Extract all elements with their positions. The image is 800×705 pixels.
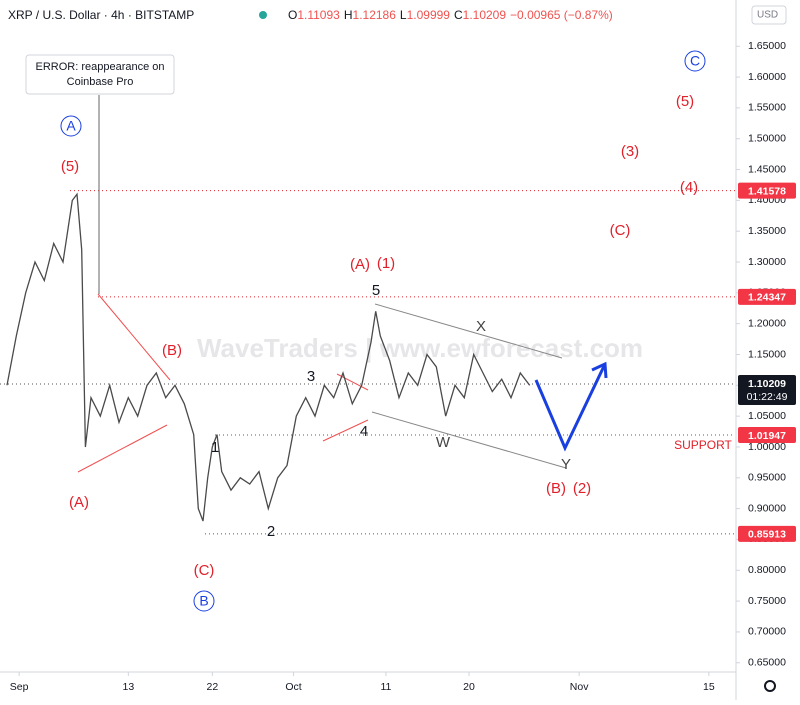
wave-label: 1 (211, 439, 219, 456)
x-tick-label: 15 (703, 681, 715, 693)
y-tick-label: 1.60000 (748, 71, 786, 83)
wave-label: B (199, 593, 208, 609)
y-tick-label: 1.65000 (748, 40, 786, 52)
wave-label: (1) (377, 255, 395, 272)
x-tick-label: Sep (10, 681, 29, 693)
chart-title: XRP / U.S. Dollar · 4h · BITSTAMP (8, 8, 194, 22)
x-tick-label: 13 (122, 681, 134, 693)
x-tick-label: Nov (570, 681, 589, 693)
wave-label: Y (561, 456, 571, 473)
wave-label: (A) (69, 494, 89, 511)
projection-arrowhead (591, 361, 608, 379)
wave-labels: (5) A (A) (B) 1 2 (C) B 3 4 5 (A) (1) X … (60, 50, 733, 612)
y-tick-label: 1.30000 (748, 256, 786, 268)
currency[interactable]: USD (757, 10, 778, 21)
wave-circle (684, 50, 706, 72)
x-tick-label: 20 (463, 681, 475, 693)
level-label: 0.85913 (748, 529, 786, 541)
currency-button[interactable] (751, 5, 787, 25)
y-tick-label: 0.95000 (748, 472, 786, 484)
countdown: 01:22:49 (747, 391, 788, 403)
wave-label: C (690, 53, 700, 69)
callout-box (25, 54, 175, 95)
wave-label: 4 (360, 423, 368, 440)
wave-circle (193, 590, 215, 612)
y-tick-label: 1.45000 (748, 163, 786, 175)
wave-label: (5) (676, 93, 694, 110)
level-label: 1.24347 (748, 292, 786, 304)
ohlc-field: 1.10209 (463, 8, 507, 22)
wave-label: (A) (350, 256, 370, 273)
trend-line (77, 424, 168, 473)
y-tick-label: 0.65000 (748, 657, 786, 669)
level-badge (738, 426, 796, 443)
x-tick-label: 11 (380, 681, 391, 693)
wave-label: (B) (546, 480, 566, 497)
ohlc-field: 1.11093 (297, 8, 340, 22)
y-tick-label: 1.35000 (748, 225, 786, 237)
wave-label: (3) (621, 143, 639, 160)
y-tick-label: 0.70000 (748, 626, 786, 638)
trend-line (97, 293, 171, 381)
callout-text: ERROR: reappearance on (35, 61, 164, 73)
y-tick-label: 0.80000 (748, 564, 786, 576)
wave-label: 3 (307, 368, 315, 385)
drawings: ERROR: reappearance on Coinbase Pro (25, 54, 608, 473)
wave-label: 2 (267, 523, 275, 540)
ohlc-field: C (454, 8, 463, 22)
wave-label: W (436, 434, 451, 451)
ohlc: O1.11093 H1.12186 L1.09999 C1.10209 −0.00965… (288, 8, 613, 22)
wave-label: X (476, 318, 486, 335)
y-tick-label: 1.05000 (748, 410, 786, 422)
current-price-label: 1.10209 (748, 378, 786, 390)
y-tick-label: 0.75000 (748, 595, 786, 607)
wave-label: (2) (573, 480, 591, 497)
ohlc-field: L (400, 8, 407, 22)
ohlc-field: O (288, 8, 297, 22)
ohlc-field: 1.12186 (353, 8, 397, 22)
support-label: SUPPORT (674, 438, 732, 452)
gear[interactable] (764, 680, 776, 692)
wave-label: A (66, 118, 76, 134)
status-dot (259, 11, 267, 19)
ohlc-field: H (344, 8, 353, 22)
channel-line (371, 411, 567, 469)
level-label: 1.41578 (748, 185, 786, 197)
wave-circle (60, 115, 82, 137)
level-badge (738, 525, 796, 542)
y-tick-label: 1.15000 (748, 348, 786, 360)
x-tick-label: 22 (206, 681, 218, 693)
level-label: 1.01947 (748, 430, 786, 442)
y-tick-label: 0.90000 (748, 502, 786, 514)
trend-line (322, 419, 369, 442)
wave-label: (B) (162, 342, 182, 359)
channel-line (374, 303, 563, 359)
y-tick-label: 1.00000 (748, 441, 786, 453)
level-badge (738, 288, 796, 305)
x-tick-label: Oct (285, 681, 301, 693)
watermark: WaveTraders | www.ewforecast.com (197, 333, 643, 363)
wave-label: (C) (194, 562, 215, 579)
y-tick-label: 1.50000 (748, 132, 786, 144)
wave-label: 5 (372, 282, 380, 299)
price-line (6, 192, 531, 522)
ohlc-field: 1.09999 (407, 8, 451, 22)
wave-label: (5) (61, 158, 79, 175)
y-tick-label: 1.20000 (748, 317, 786, 329)
ohlc-field: −0.00965 (−0.87%) (510, 8, 613, 22)
y-tick-label: 1.55000 (748, 102, 786, 114)
projection (534, 363, 607, 452)
wave-label: (4) (680, 179, 698, 196)
wave-label: (C) (610, 222, 631, 239)
callout-text: Coinbase Pro (67, 76, 134, 88)
current-price-badge (738, 375, 796, 406)
settings-icon[interactable] (764, 680, 776, 692)
level-badge (738, 182, 796, 199)
